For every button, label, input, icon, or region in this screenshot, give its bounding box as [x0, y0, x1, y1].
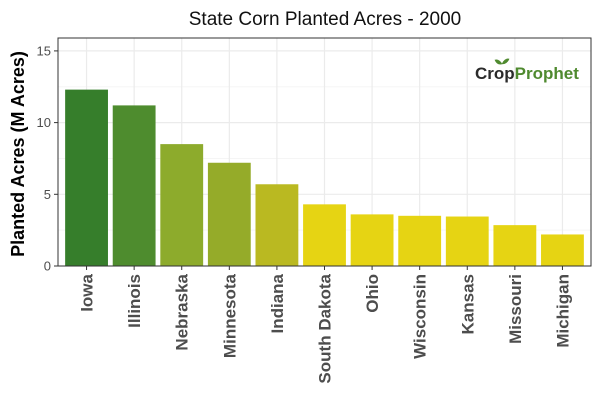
x-tick-label: Wisconsin	[411, 274, 430, 359]
x-tick-label: Missouri	[506, 274, 525, 344]
bar-kansas	[445, 216, 489, 266]
y-tick-label: 5	[44, 187, 51, 202]
bar-wisconsin	[398, 215, 442, 266]
x-tick-label: Indiana	[268, 273, 287, 333]
x-tick-label: Michigan	[553, 274, 572, 348]
x-tick-label: Illinois	[125, 274, 144, 328]
bar-iowa	[65, 89, 108, 266]
bar-indiana	[255, 184, 299, 266]
x-tick-label: Kansas	[458, 274, 477, 334]
logo-prophet-text: Prophet	[515, 64, 580, 83]
bar-missouri	[493, 225, 537, 266]
bars	[65, 89, 584, 266]
x-tick-label: Minnesota	[220, 273, 239, 358]
chart-title: State Corn Planted Acres - 2000	[189, 9, 462, 30]
logo-crop-text: Crop	[475, 64, 515, 83]
x-tick-label: Iowa	[78, 273, 97, 311]
y-axis: 0 5 10 15	[37, 43, 58, 274]
bar-ohio	[350, 214, 394, 266]
x-tick-label: Nebraska	[173, 273, 192, 350]
bar-michigan	[541, 234, 584, 266]
y-tick-label: 10	[37, 115, 51, 130]
y-axis-title: Planted Acres (M Acres)	[8, 51, 28, 257]
y-tick-label: 0	[44, 259, 51, 274]
x-axis: Iowa Illinois Nebraska Minnesota Indiana Sout…	[78, 266, 572, 384]
svg-text:CropProphet: CropProphet	[475, 64, 579, 83]
bar-south-dakota	[303, 204, 346, 266]
x-tick-label: South Dakota	[316, 273, 335, 383]
y-tick-label: 15	[37, 43, 51, 58]
panel-border	[57, 37, 592, 267]
bar-illinois	[112, 105, 156, 266]
bar-nebraska	[160, 144, 204, 266]
x-tick-label: Ohio	[363, 274, 382, 313]
cropprophet-logo: CropProphet	[475, 58, 579, 83]
logo-sprout-icon	[494, 58, 510, 65]
bar-minnesota	[207, 162, 251, 266]
